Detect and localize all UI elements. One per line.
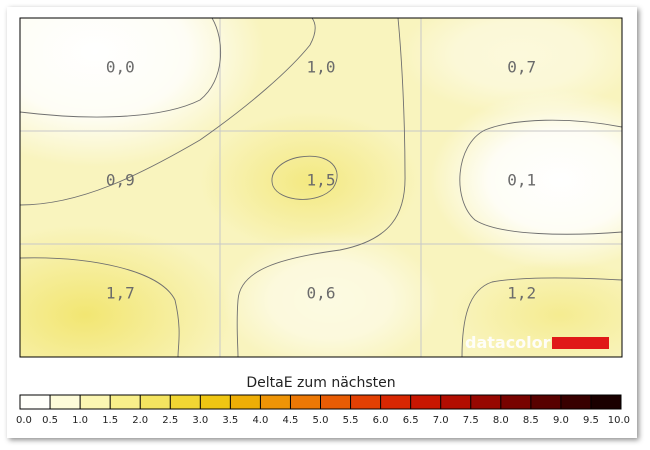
colorbar-tick-label-15: 7.5 [463, 415, 479, 426]
colorbar-swatch-10 [320, 395, 351, 409]
colorbar-tick-label-5: 2.5 [162, 415, 178, 426]
colorbar-tick-label-0: 0.0 [16, 415, 32, 426]
colorbar-tick-label-1: 0.5 [42, 415, 58, 426]
heat-blob-high-center [200, 112, 420, 252]
colorbar-swatch-17 [530, 395, 562, 409]
contour-line-diagonal [20, 18, 316, 206]
cell-label-r0-c1: 1,0 [307, 58, 336, 77]
watermark-red-bar [552, 337, 609, 349]
contour-line-right [459, 119, 622, 235]
cell-label-r0-c0: 0,0 [106, 58, 135, 77]
contour-line-topleft [20, 18, 222, 118]
colorbar-tick-label-9: 4.5 [282, 415, 298, 426]
contour-line-bottomleft [20, 257, 180, 357]
colorbar-swatch-5 [170, 395, 201, 409]
colorbar-swatch-11 [350, 395, 381, 409]
colorbar-tick-label-11: 5.5 [343, 415, 359, 426]
cell-label-r2-c2: 1,2 [507, 284, 536, 303]
colorbar-swatch-6 [200, 395, 231, 409]
colorbar-swatch-12 [380, 395, 412, 409]
colorbar-ticks: 0.0 0.5 1.0 1.5 2.0 2.5 3.0 3.5 4.0 4.5 5.0 5.5 6.0 6… [16, 395, 630, 426]
colorbar-swatch-4 [140, 395, 171, 409]
colorbar-tick-label-8: 4.0 [252, 415, 268, 426]
colorbar-swatch-16 [500, 395, 532, 409]
colorbar-swatch-7 [230, 395, 261, 409]
colorbar-swatch-18 [560, 395, 592, 409]
colorbar-swatch-3 [110, 395, 141, 409]
colorbar-swatch-13 [410, 395, 442, 409]
heat-blob-high-bottomleft [20, 225, 235, 357]
cell-label-r2-c1: 0,6 [307, 284, 336, 303]
plot-area [20, 18, 622, 357]
contour-line-center [236, 18, 406, 357]
colorbar-swatch-8 [260, 395, 291, 409]
colorbar-tick-label-17: 8.5 [523, 415, 539, 426]
colorbar-swatch-0 [20, 395, 51, 409]
heat-blob-high-bottomright [450, 260, 622, 357]
contour-line-bottomright [461, 277, 622, 357]
watermark-text: datacolor [465, 333, 551, 352]
colorbar-tick-label-20: 10.0 [608, 415, 630, 426]
cell-label-r1-c1: 1,5 [307, 171, 336, 190]
colorbar-tick-label-12: 6.0 [373, 415, 389, 426]
cell-labels: 0,0 1,0 0,7 0,9 1,5 0,1 1,7 0,6 1,2 [106, 58, 536, 303]
colorbar-tick-label-16: 8.0 [493, 415, 509, 426]
colorbar-swatch-14 [440, 395, 472, 409]
colorbar-tick-label-4: 2.0 [132, 415, 148, 426]
colorbar-tick-label-10: 5.0 [313, 415, 329, 426]
colorbar-tick-label-13: 6.5 [403, 415, 419, 426]
colorbar-tick-label-3: 1.5 [102, 415, 118, 426]
colorbar-tick-label-14: 7.0 [433, 415, 449, 426]
colorbar-tick-label-6: 3.0 [192, 415, 208, 426]
cell-label-r0-c2: 0,7 [507, 58, 536, 77]
colorbar-tick-label-7: 3.5 [222, 415, 238, 426]
colorbar-swatch-9 [290, 395, 321, 409]
contour-line-center-peak [271, 155, 338, 200]
cell-label-r1-c0: 0,9 [106, 171, 135, 190]
heat-blob-mid-bottom [220, 230, 440, 357]
cell-label-r1-c2: 0,1 [507, 171, 536, 190]
colorbar-swatch-1 [50, 395, 81, 409]
colorbar-swatch-2 [80, 395, 111, 409]
colorbar-tick-label-2: 1.0 [72, 415, 88, 426]
colorbar-swatch-15 [470, 395, 502, 409]
watermark: datacolor [465, 333, 609, 352]
colorbar-tick-label-18: 9.0 [553, 415, 569, 426]
colorbar-tick-label-19: 9.5 [583, 415, 599, 426]
plot-border [19, 17, 623, 358]
colorbar-title: DeltaE zum nächsten [246, 375, 395, 391]
heat-blob-low-topleft [20, 18, 265, 167]
heat-blob-mid-topright [400, 18, 622, 115]
colorbar-swatch-19 [590, 395, 622, 409]
cell-label-r2-c0: 1,7 [106, 284, 135, 303]
